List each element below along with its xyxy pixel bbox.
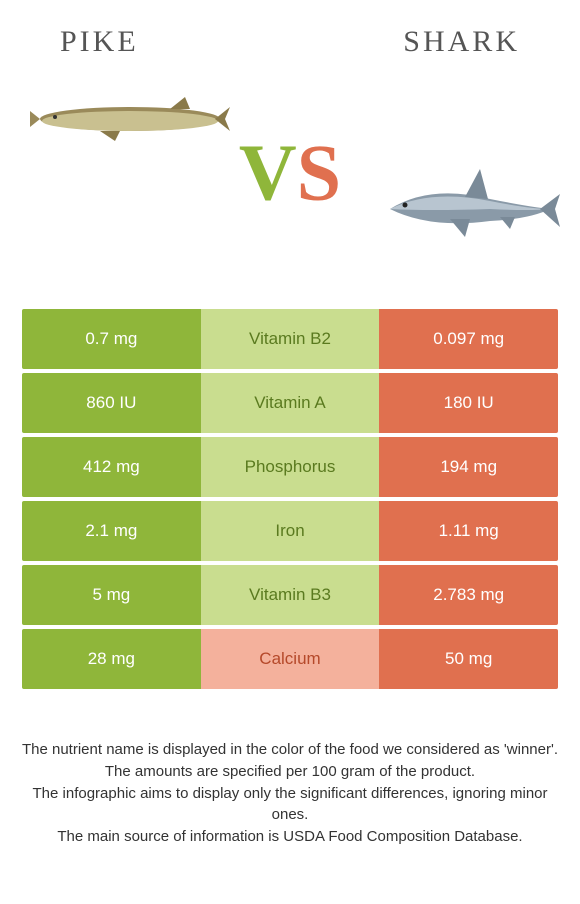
nutrient-table: 0.7 mg Vitamin B2 0.097 mg 860 IU Vitami… <box>22 309 558 689</box>
pike-image <box>30 89 230 154</box>
hero: VS <box>0 69 580 279</box>
vs-s: S <box>297 130 342 218</box>
shark-image <box>370 159 560 254</box>
pike-value: 28 mg <box>22 629 201 689</box>
table-row: 412 mg Phosphorus 194 mg <box>22 437 558 497</box>
footer-line: The main source of information is USDA F… <box>20 826 560 848</box>
table-row: 860 IU Vitamin A 180 IU <box>22 373 558 433</box>
nutrient-name: Iron <box>201 501 380 561</box>
footer-notes: The nutrient name is displayed in the co… <box>0 739 580 848</box>
footer-line: The infographic aims to display only the… <box>20 783 560 827</box>
header: PIKE SHARK <box>0 0 580 69</box>
shark-value: 1.11 mg <box>379 501 558 561</box>
title-pike: PIKE <box>60 25 139 59</box>
shark-value: 180 IU <box>379 373 558 433</box>
table-row: 2.1 mg Iron 1.11 mg <box>22 501 558 561</box>
title-shark: SHARK <box>403 25 520 59</box>
nutrient-name: Vitamin A <box>201 373 380 433</box>
table-row: 5 mg Vitamin B3 2.783 mg <box>22 565 558 625</box>
pike-value: 5 mg <box>22 565 201 625</box>
nutrient-name: Vitamin B2 <box>201 309 380 369</box>
vs-v: V <box>239 130 297 218</box>
pike-value: 860 IU <box>22 373 201 433</box>
footer-line: The amounts are specified per 100 gram o… <box>20 761 560 783</box>
footer-line: The nutrient name is displayed in the co… <box>20 739 560 761</box>
pike-value: 2.1 mg <box>22 501 201 561</box>
nutrient-name: Calcium <box>201 629 380 689</box>
shark-value: 194 mg <box>379 437 558 497</box>
vs-label: VS <box>239 129 341 220</box>
shark-value: 2.783 mg <box>379 565 558 625</box>
pike-value: 0.7 mg <box>22 309 201 369</box>
pike-value: 412 mg <box>22 437 201 497</box>
shark-value: 50 mg <box>379 629 558 689</box>
table-row: 0.7 mg Vitamin B2 0.097 mg <box>22 309 558 369</box>
nutrient-name: Phosphorus <box>201 437 380 497</box>
shark-value: 0.097 mg <box>379 309 558 369</box>
table-row: 28 mg Calcium 50 mg <box>22 629 558 689</box>
nutrient-name: Vitamin B3 <box>201 565 380 625</box>
